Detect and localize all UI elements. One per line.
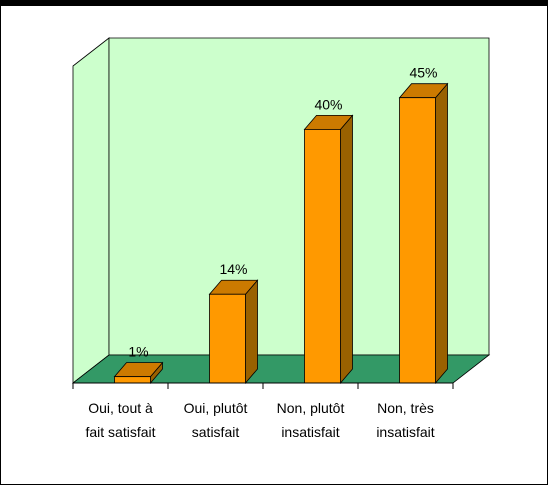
bar-side (340, 114, 353, 385)
data-label: 14% (219, 261, 247, 277)
bar-2: 40% (303, 96, 354, 385)
data-label: 1% (128, 344, 148, 360)
data-label: 40% (314, 96, 342, 112)
bar-1: 14% (208, 261, 259, 385)
x-tick-label: Non, plutôt insatisfait (277, 400, 345, 440)
x-tick-label: Oui, tout à fait satisfait (85, 400, 155, 440)
bar-side (245, 279, 258, 385)
bar-3: 45% (398, 65, 449, 385)
x-axis: Oui, tout à fait satisfait Oui, plutôt sati… (72, 382, 454, 440)
side-wall (72, 37, 110, 384)
bar-0: 1% (113, 344, 164, 385)
bar-front (399, 97, 436, 384)
bar-front (114, 376, 151, 384)
chart-walls (71, 37, 491, 384)
x-tick-label: Non, très insatisfait (376, 400, 434, 440)
bar-front (304, 128, 341, 384)
bar-front (209, 293, 246, 384)
data-label: 45% (409, 65, 437, 81)
bar-side (435, 82, 448, 385)
bars-group: 1% 14% 40% 45% (113, 65, 449, 385)
x-tick-label: Oui, plutôt satisfait (184, 400, 248, 440)
